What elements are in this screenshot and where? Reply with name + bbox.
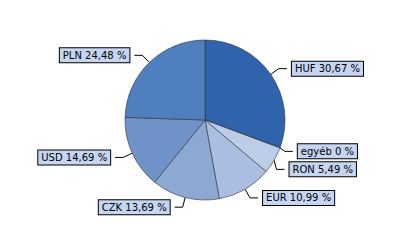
svg-text:EUR 10,99 %: EUR 10,99 % bbox=[266, 192, 331, 203]
svg-text:CZK 13,69 %: CZK 13,69 % bbox=[102, 202, 167, 213]
svg-text:HUF 30,67 %: HUF 30,67 % bbox=[295, 63, 360, 74]
svg-text:USD 14,69 %: USD 14,69 % bbox=[41, 152, 107, 163]
svg-text:RON 5,49 %: RON 5,49 % bbox=[293, 164, 353, 175]
svg-text:egyéb 0 %: egyéb 0 % bbox=[301, 146, 354, 157]
svg-text:PLN 24,48 %: PLN 24,48 % bbox=[63, 50, 127, 61]
